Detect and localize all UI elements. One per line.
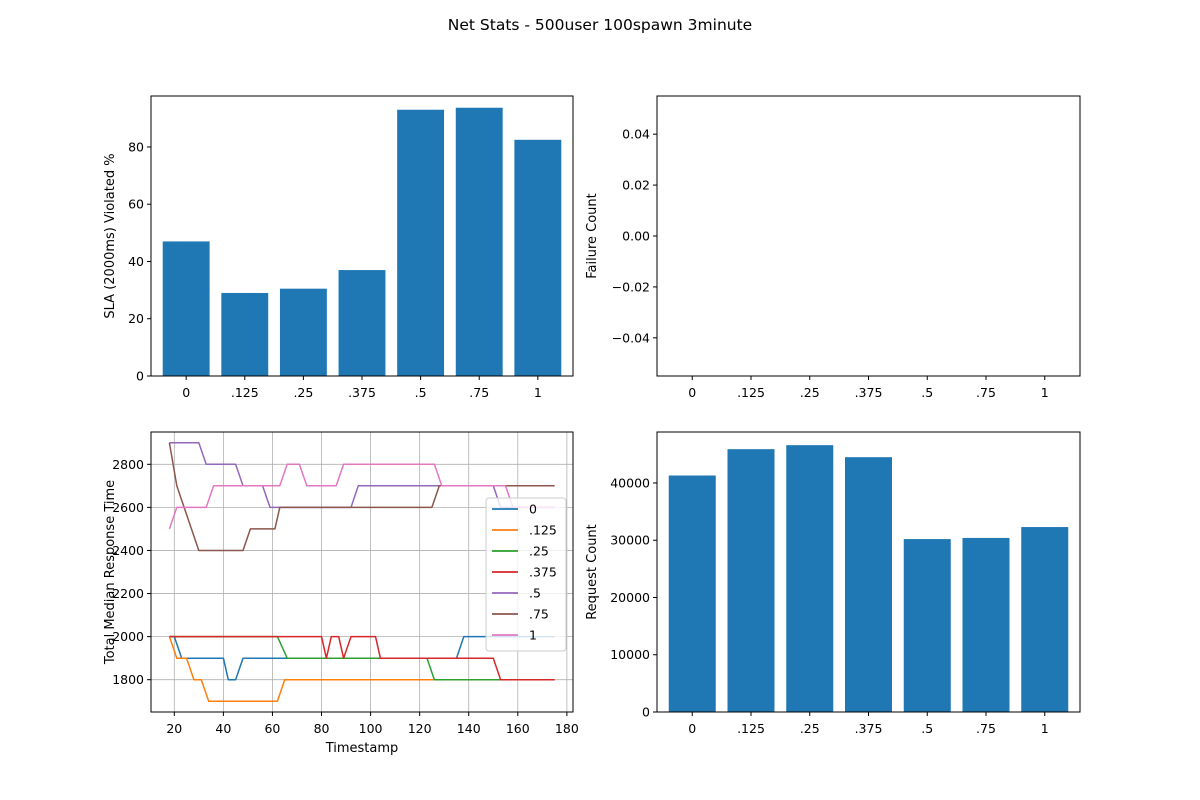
x-tick-label-4: .5 [921,385,933,400]
bar-0 [162,241,210,376]
y-axis-label: Failure Count [585,193,600,279]
bar-1 [727,449,775,712]
bar-2 [279,288,327,376]
x-tick-label-2: .25 [800,385,820,400]
x-tick-label-4: 100 [359,721,383,736]
axes-frame [656,95,1081,377]
axes-frame [150,95,574,377]
x-tick-label-5: .75 [976,385,996,400]
x-tick-label-0: 0 [182,385,190,400]
series-line-4 [169,442,555,509]
y-tick-label-5: 2800 [112,457,144,472]
bar-6 [1021,527,1069,712]
y-tick-label-1: −0.02 [612,279,650,294]
y-tick-label-3: 30000 [610,533,650,548]
x-tick-label-3: 80 [314,721,330,736]
y-tick-label-2: 20000 [610,590,650,605]
chart-1: 0 .125 .25 .375 .5 .75 1 −0.04 −0.02 0.00 0.02 0.04… [585,95,1081,400]
bar-4 [397,109,445,376]
legend-label-0: 0 [529,502,537,517]
axes-frame [150,431,574,713]
axes-frame [656,431,1081,713]
y-tick-label-4: 2600 [112,500,144,515]
bar-0 [668,475,716,712]
y-tick-label-4: 0.04 [622,127,650,142]
legend-label-4: .5 [529,586,541,601]
legend-label-1: .125 [529,523,557,538]
bar-6 [514,139,562,376]
y-axis-label: SLA (2000ms) Violated % [103,153,118,318]
bar-5 [962,537,1010,712]
chart-3: 0 .125 .25 .375 .5 .75 1 0 10000 20000 30000 40000 R… [585,431,1081,736]
x-tick-label-2: .25 [800,721,820,736]
series-line-1 [168,636,555,702]
y-tick-label-2: 0.00 [622,229,650,244]
figure-title: Net Stats - 500user 100spawn 3minute [448,16,752,34]
y-tick-label-0: −0.04 [612,330,650,345]
chart-0: 0 .125 .25 .375 .5 .75 1 0 20 40 60 80 SLA (2000ms) … [103,95,574,400]
x-tick-label-1: 40 [215,721,231,736]
x-tick-label-5: 120 [408,721,432,736]
x-tick-label-8: 180 [555,721,579,736]
y-tick-label-2: 40 [128,254,144,269]
y-tick-label-3: 60 [128,197,144,212]
x-tick-label-5: .75 [976,721,996,736]
y-tick-label-1: 2000 [112,629,144,644]
y-axis-label: Total Median Response Time [103,480,118,665]
legend: 0 .125 .25 .375 .5 .75 1 [485,497,567,652]
series-line-6 [168,463,555,530]
y-tick-label-4: 80 [128,139,144,154]
series-line-5 [168,442,555,552]
y-tick-label-1: 10000 [610,647,650,662]
y-tick-label-3: 2400 [112,543,144,558]
y-tick-label-2: 2200 [112,586,144,601]
x-tick-label-6: 1 [534,385,542,400]
bar-2 [786,445,834,712]
chart-2: 20 40 60 80 100 120 140 160 180 Timestamp 0 .125 .25… [103,431,579,756]
series-line-3 [169,635,555,681]
series-line-0 [169,635,555,681]
legend-label-5: .75 [529,607,549,622]
y-tick-label-0: 1800 [112,672,144,687]
legend-label-6: 1 [529,628,537,643]
x-tick-label-3: .375 [855,721,883,736]
x-tick-label-2: 60 [264,721,280,736]
x-tick-label-4: .5 [415,385,427,400]
x-tick-label-6: 1 [1041,721,1049,736]
x-tick-label-0: 0 [688,721,696,736]
bar-3 [338,270,386,376]
bar-1 [221,292,269,376]
x-axis-label: Timestamp [325,741,399,756]
bar-4 [903,539,951,712]
x-tick-label-0: 0 [688,385,696,400]
legend-frame [485,497,567,652]
bar-3 [845,457,892,712]
x-tick-label-3: .375 [855,385,883,400]
x-tick-label-2: .25 [293,385,313,400]
y-tick-label-4: 40000 [610,475,650,490]
x-tick-label-3: .375 [348,385,376,400]
x-tick-label-1: .125 [737,385,765,400]
y-tick-label-1: 20 [128,311,144,326]
y-tick-label-0: 0 [642,705,650,720]
legend-label-2: .25 [529,544,549,559]
legend-label-3: .375 [529,565,557,580]
x-tick-label-7: 160 [506,721,530,736]
x-tick-label-1: .125 [231,385,259,400]
x-tick-label-5: .75 [469,385,489,400]
y-tick-label-3: 0.02 [622,178,650,193]
x-tick-label-4: .5 [921,721,933,736]
x-tick-label-0: 20 [166,721,182,736]
x-tick-label-6: 140 [457,721,481,736]
charts: 0 .125 .25 .375 .5 .75 1 0 20 40 60 80 SLA (2000ms) … [103,95,1081,756]
y-axis-label: Request Count [585,524,600,620]
x-tick-label-1: .125 [737,721,765,736]
y-tick-label-0: 0 [136,369,144,384]
x-tick-label-6: 1 [1041,385,1049,400]
bar-5 [455,107,503,376]
